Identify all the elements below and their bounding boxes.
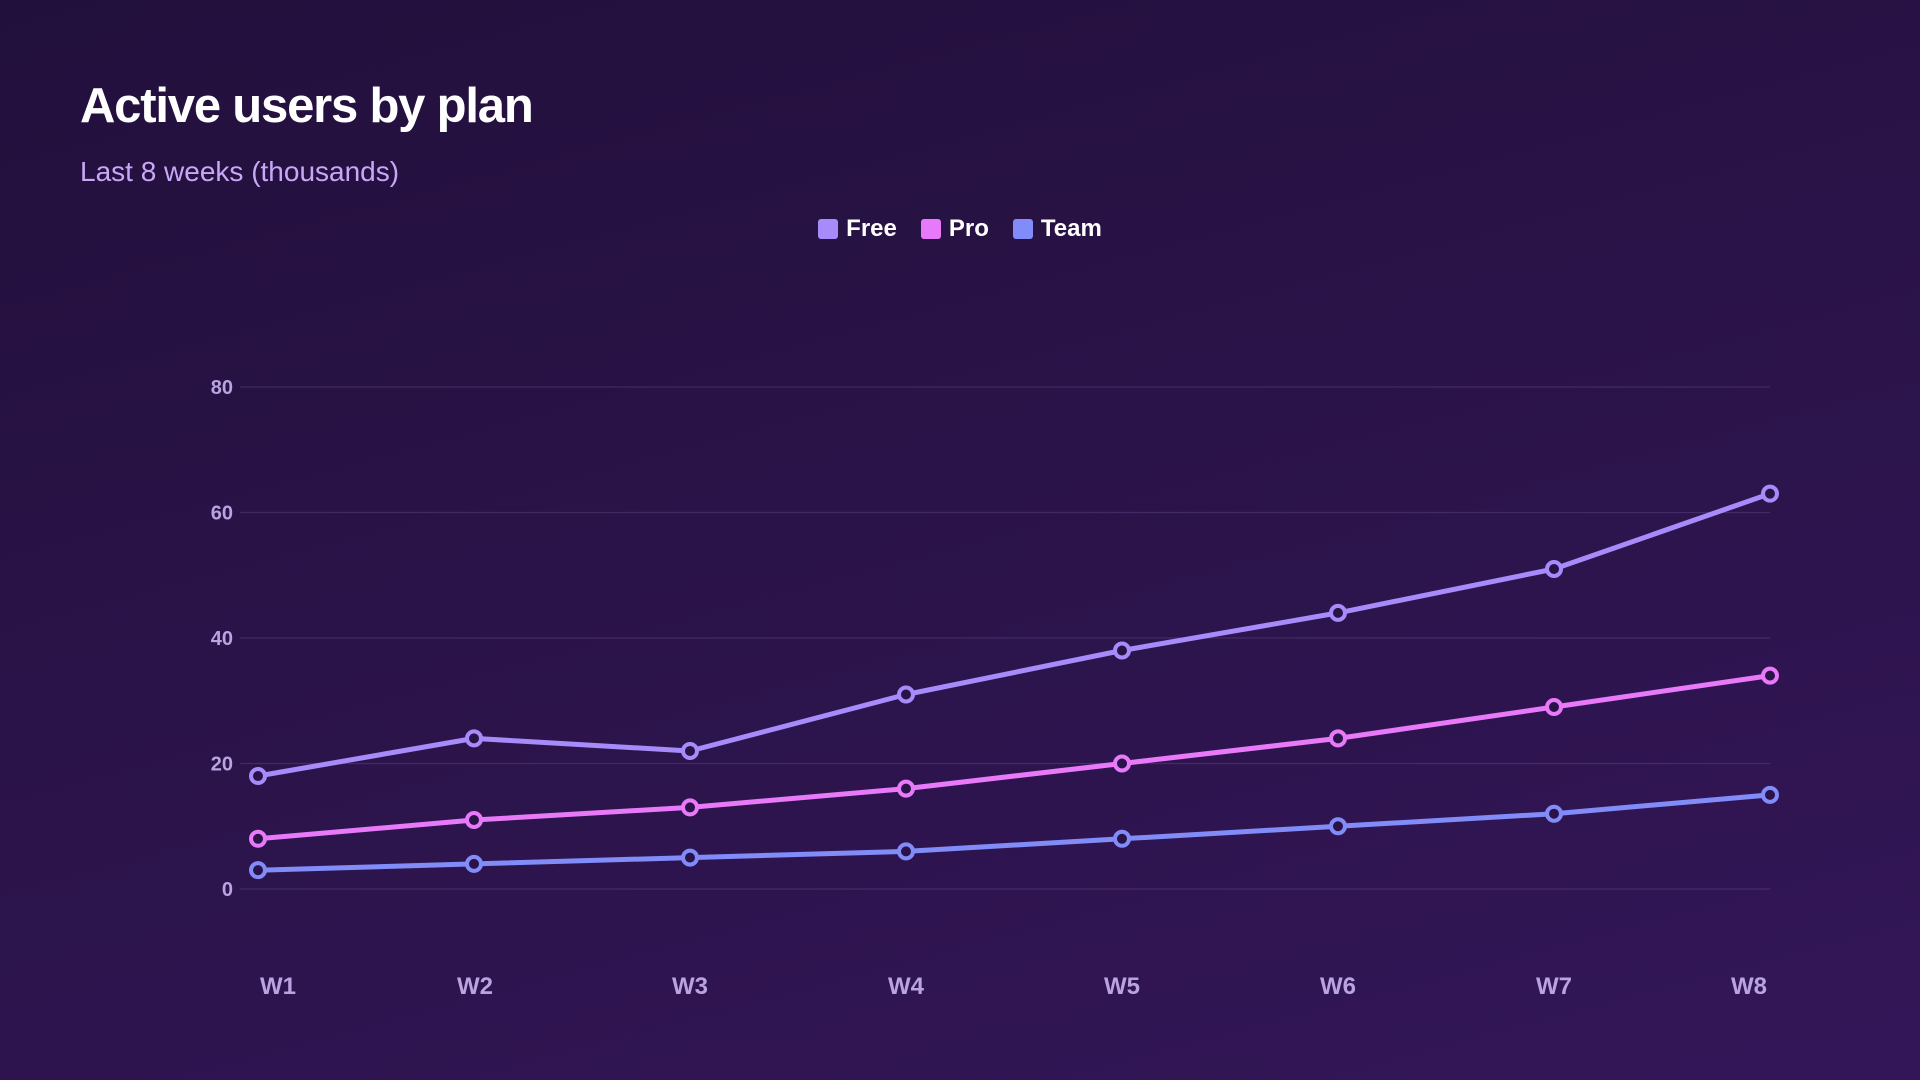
legend-item-free: Free [818, 215, 897, 243]
data-point [1761, 666, 1779, 685]
legend-swatch [818, 219, 839, 239]
y-tick-label: 0 [222, 879, 233, 901]
legend-swatch [920, 219, 941, 239]
legend-label: Free [846, 215, 897, 242]
x-tick-label: W3 [672, 973, 708, 1000]
y-tick-label: 20 [211, 754, 233, 776]
series-team [249, 785, 1779, 880]
series-pro [249, 666, 1779, 848]
series-free [249, 484, 1779, 786]
data-point [1329, 603, 1347, 622]
x-tick-label: W1 [260, 973, 296, 1000]
data-point [681, 848, 699, 867]
x-tick-label: W6 [1320, 973, 1356, 1000]
data-point [1113, 829, 1131, 848]
data-point [897, 842, 915, 861]
data-point [897, 685, 915, 704]
series-line [255, 491, 1773, 779]
series-line [255, 792, 1773, 873]
chart-legend: Free Pro Team [0, 215, 1920, 243]
data-point [465, 729, 483, 748]
data-point [1329, 817, 1347, 836]
legend-item-pro: Pro [920, 215, 989, 243]
grid-lines [240, 386, 1770, 890]
x-axis-ticks: W1 W2 W3 W4 W5 W6 W7 W8 [260, 973, 1767, 1000]
data-point [681, 741, 699, 760]
data-point [1329, 729, 1347, 748]
legend-label: Pro [948, 215, 989, 242]
x-tick-label: W5 [1104, 973, 1140, 1000]
data-point [1113, 754, 1131, 773]
legend-label: Team [1040, 215, 1102, 242]
legend-swatch [1012, 219, 1033, 239]
data-point [1761, 785, 1779, 804]
data-point [897, 779, 915, 798]
chart-subtitle: Last 8 weeks (thousands) [80, 156, 400, 187]
y-axis-ticks: 0 20 40 60 80 [211, 377, 233, 901]
data-point [465, 854, 483, 873]
data-point [1545, 804, 1563, 823]
data-point [1761, 484, 1779, 503]
data-point [249, 767, 267, 786]
x-tick-label: W4 [888, 973, 925, 1000]
legend-item-team: Team [1012, 215, 1102, 243]
data-point [465, 810, 483, 829]
data-point [249, 861, 267, 880]
y-tick-label: 80 [211, 377, 233, 399]
x-tick-label: W7 [1536, 973, 1572, 1000]
x-tick-label: W8 [1731, 973, 1767, 1000]
y-tick-label: 60 [211, 503, 233, 525]
data-point [1545, 698, 1563, 717]
x-tick-label: W2 [457, 973, 493, 1000]
chart-title: Active users by plan [80, 79, 534, 133]
series-lines [249, 484, 1779, 880]
data-point [249, 829, 267, 848]
y-tick-label: 40 [211, 628, 233, 650]
data-point [1113, 641, 1131, 660]
series-line [255, 673, 1773, 842]
data-point [681, 798, 699, 817]
data-point [1545, 559, 1563, 578]
